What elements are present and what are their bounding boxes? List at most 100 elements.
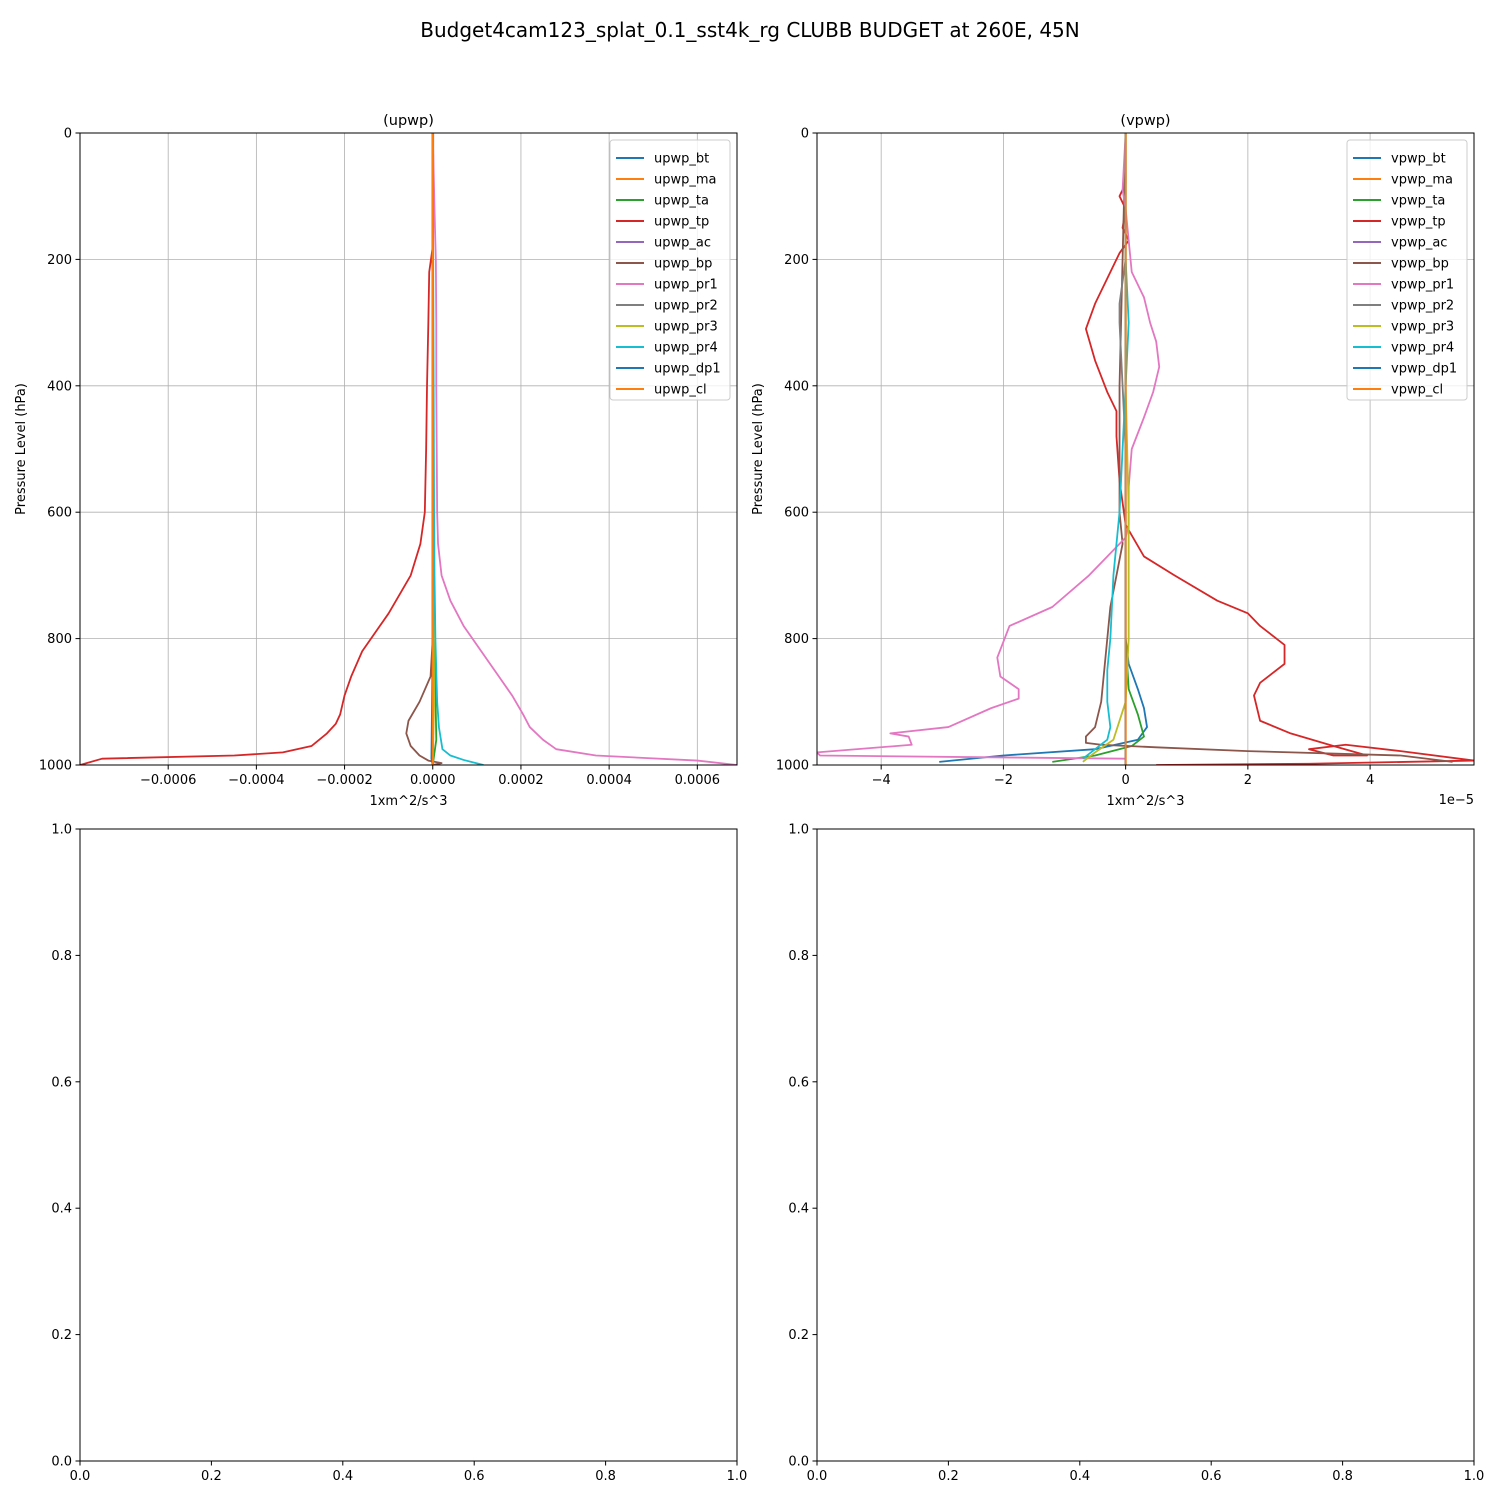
legend-label: vpwp_cl	[1391, 383, 1443, 398]
x-tick-label: −0.0002	[316, 773, 372, 788]
x-tick-label: 0.6	[1201, 1469, 1222, 1484]
x-tick-label: 1.0	[727, 1469, 748, 1484]
series-line-upwp_tp	[80, 133, 435, 765]
legend-label: vpwp_ma	[1391, 173, 1453, 188]
legend-label: upwp_cl	[654, 383, 707, 398]
legend-label: vpwp_bp	[1391, 257, 1449, 272]
x-tick-label: 0	[1121, 773, 1129, 788]
y-axis-label: Pressure Level (hPa)	[14, 383, 29, 515]
legend-label: upwp_ta	[654, 194, 709, 209]
y-tick-label: 0.8	[788, 949, 809, 964]
legend-label: vpwp_bt	[1391, 152, 1446, 167]
legend-box	[1346, 139, 1468, 401]
x-tick-label: 0.0004	[586, 773, 632, 788]
x-tick-label: 0.6	[464, 1469, 485, 1484]
axes-frame	[816, 828, 1475, 1462]
y-tick-label: 0.4	[788, 1202, 809, 1217]
series-line-vpwp_tp	[1085, 133, 1474, 765]
x-tick-label: 0.4	[1069, 1469, 1090, 1484]
axes-frame	[816, 132, 1475, 766]
series-group	[80, 133, 737, 765]
legend-label: vpwp_pr1	[1391, 278, 1454, 293]
y-tick-label: 600	[784, 506, 809, 521]
axes-title: (upwp)	[383, 113, 434, 129]
legend-label: vpwp_pr4	[1391, 341, 1454, 356]
x-tick-label: 0.0	[70, 1469, 91, 1484]
legend-label: upwp_bt	[654, 152, 709, 167]
x-tick-label: −4	[872, 773, 891, 788]
y-tick-label: 0.6	[788, 1075, 809, 1090]
empty-panel-bottom-left: 0.0 0.2 0.4 0.6 0.8 1.0 0.0 0.2 0.4 0.6 0.8 1.0	[51, 823, 747, 1485]
legend-label: vpwp_ta	[1391, 194, 1445, 209]
x-tick-label: 0.0000	[410, 773, 456, 788]
legend-box	[609, 139, 731, 401]
axes-title: (vpwp)	[1120, 113, 1170, 129]
y-tick-label: 200	[784, 253, 809, 268]
series-line-vpwp_pr4	[1082, 133, 1130, 760]
y-tick-label: 0.2	[51, 1328, 72, 1343]
legend-label: vpwp_tp	[1391, 215, 1446, 230]
x-tick-label: 1.0	[1464, 1469, 1485, 1484]
y-tick-label: 400	[784, 379, 809, 394]
x-tick-label: −0.0006	[140, 773, 196, 788]
y-tick-label: 1.0	[788, 823, 809, 838]
series-line-vpwp_pr1	[817, 133, 1161, 760]
y-tick-label: 200	[47, 253, 72, 268]
y-tick-label: 800	[784, 632, 809, 647]
y-tick-label: 0.0	[788, 1455, 809, 1470]
axes-frame	[79, 828, 738, 1462]
legend-label: upwp_pr3	[654, 320, 718, 335]
x-tick-label: −0.0004	[228, 773, 284, 788]
x-tick-label: 0.0006	[675, 773, 721, 788]
y-tick-label: 0	[801, 127, 809, 142]
legend-label: upwp_tp	[654, 215, 709, 230]
y-tick-label: 1000	[39, 759, 72, 774]
legend-label: upwp_bp	[654, 257, 712, 272]
legend-label: upwp_ma	[654, 173, 717, 188]
legend-label: vpwp_pr3	[1391, 320, 1454, 335]
legend-label: upwp_pr4	[654, 341, 718, 356]
x-tick-label: 2	[1244, 773, 1252, 788]
legend-label: vpwp_ac	[1391, 236, 1447, 251]
axes-frame	[79, 132, 738, 766]
y-tick-label: 400	[47, 379, 72, 394]
y-tick-label: 0.8	[51, 949, 72, 964]
x-tick-label: 0.0	[807, 1469, 828, 1484]
x-offset-label: 1e−5	[1439, 793, 1474, 808]
x-tick-label: −2	[994, 773, 1013, 788]
series-line-upwp_pr1	[431, 133, 737, 765]
legend-label: upwp_pr2	[654, 299, 718, 314]
y-axis-label: Pressure Level (hPa)	[751, 383, 766, 515]
y-tick-label: 0.4	[51, 1202, 72, 1217]
x-axis-label: 1xm^2/s^3	[369, 794, 447, 809]
x-tick-label: 0.0002	[498, 773, 544, 788]
y-tick-label: 0	[64, 127, 72, 142]
y-tick-label: 0.0	[51, 1455, 72, 1470]
x-tick-label: 0.4	[332, 1469, 353, 1484]
legend-label: upwp_pr1	[654, 278, 718, 293]
x-axis-label: 1xm^2/s^3	[1106, 794, 1184, 809]
legend: vpwp_bt vpwp_ma vpwp_ta vpwp_tp vpwp_ac vpwp_…	[1346, 139, 1468, 401]
x-tick-label: 0.8	[1332, 1469, 1353, 1484]
y-tick-label: 800	[47, 632, 72, 647]
y-tick-label: 0.6	[51, 1075, 72, 1090]
y-tick-label: 600	[47, 506, 72, 521]
legend-label: vpwp_dp1	[1391, 362, 1457, 377]
gridlines	[817, 132, 1474, 766]
x-tick-label: 0.2	[201, 1469, 222, 1484]
x-tick-label: 0.8	[595, 1469, 616, 1484]
vpwp-panel: −4 −2 0 2 4 0 200 400 600 800 1000 (vpwp) 1xm^2/s^3 P…	[751, 113, 1475, 809]
x-tick-label: 0.2	[938, 1469, 959, 1484]
y-tick-label: 1000	[776, 759, 809, 774]
empty-panel-bottom-right: 0.0 0.2 0.4 0.6 0.8 1.0 0.0 0.2 0.4 0.6 0.8 1.0	[788, 823, 1484, 1485]
figure-suptitle: Budget4cam123_splat_0.1_sst4k_rg CLUBB B…	[420, 18, 1079, 42]
y-tick-label: 1.0	[51, 823, 72, 838]
legend-label: vpwp_pr2	[1391, 299, 1454, 314]
x-tick-label: 4	[1366, 773, 1374, 788]
legend: upwp_bt upwp_ma upwp_ta upwp_tp upwp_ac upwp_…	[609, 139, 731, 401]
series-group	[817, 133, 1474, 765]
legend-label: upwp_dp1	[654, 362, 721, 377]
y-tick-label: 0.2	[788, 1328, 809, 1343]
